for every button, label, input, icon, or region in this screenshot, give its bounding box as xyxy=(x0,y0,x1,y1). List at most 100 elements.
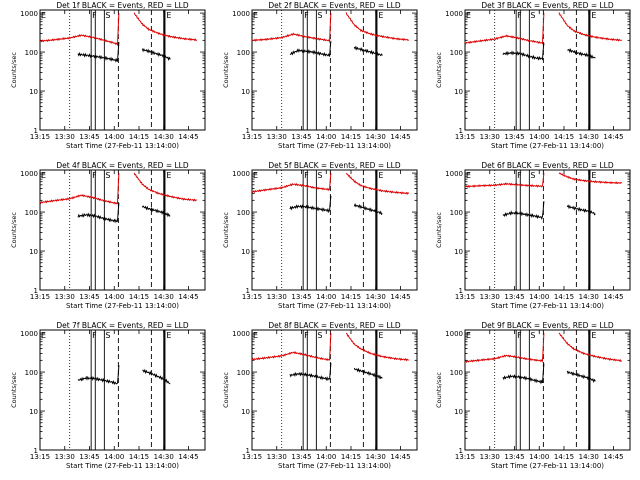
lld-series-line xyxy=(345,332,409,362)
x-tick-label: 13:30 xyxy=(55,453,75,461)
y-tick-label: 1 xyxy=(34,447,38,455)
lld-series-line xyxy=(39,13,120,47)
plot-frame xyxy=(251,169,418,291)
marker-label-s: S xyxy=(105,331,110,340)
detector-panel: 1 10 100 1000 13:15 13:30 13:45 14:00 14:15 14:30… xyxy=(10,1,206,150)
x-tick-label: 14:15 xyxy=(341,133,361,141)
y-tick-label: 1000 xyxy=(445,10,463,18)
y-axis-label: Counts/sec xyxy=(435,212,443,248)
marker-label-e: E xyxy=(41,171,46,180)
x-tick-label: 14:15 xyxy=(554,293,574,301)
y-tick-label: 10 xyxy=(29,248,38,256)
y-tick-label: 10 xyxy=(454,88,463,96)
x-tick-label: 14:00 xyxy=(316,133,336,141)
events-series-line xyxy=(289,195,332,214)
x-tick-label: 14:15 xyxy=(129,133,149,141)
marker-label-e: E xyxy=(466,11,471,20)
y-axis-label: Counts/sec xyxy=(10,372,18,408)
x-tick-label: 13:15 xyxy=(455,293,475,301)
y-tick-label: 10 xyxy=(241,248,250,256)
x-tick-label: 13:30 xyxy=(267,293,287,301)
events-series-line xyxy=(502,363,545,385)
x-tick-label: 13:15 xyxy=(242,453,262,461)
events-series-line xyxy=(141,47,171,61)
events-series-line xyxy=(566,204,596,216)
plot-frame xyxy=(39,169,206,291)
events-series-line xyxy=(141,205,171,218)
y-tick-label: 10 xyxy=(454,248,463,256)
y-tick-label: 1 xyxy=(459,287,463,295)
x-tick-label: 13:30 xyxy=(480,453,500,461)
y-tick-label: 1 xyxy=(459,127,463,135)
lld-series-line xyxy=(464,173,545,189)
events-series-line xyxy=(502,43,545,61)
detector-panel: 1 10 100 1000 13:15 13:30 13:45 14:00 14:15 14:30… xyxy=(222,321,418,470)
marker-label-e: E xyxy=(591,11,596,20)
detector-panel: 1 10 100 1000 13:15 13:30 13:45 14:00 14:15 14:30… xyxy=(10,321,206,470)
x-tick-label: 14:15 xyxy=(554,133,574,141)
x-tick-label: 13:15 xyxy=(30,453,50,461)
lld-series-line xyxy=(345,173,410,195)
x-tick-label: 14:15 xyxy=(129,453,149,461)
marker-label-f: F xyxy=(517,331,522,340)
x-tick-label: 14:30 xyxy=(154,293,174,301)
x-tick-label: 13:30 xyxy=(55,293,75,301)
marker-label-s: S xyxy=(530,171,535,180)
y-tick-label: 100 xyxy=(237,369,250,377)
y-axis-label: Counts/sec xyxy=(10,212,18,248)
y-tick-label: 100 xyxy=(237,209,250,217)
x-tick-label: 13:30 xyxy=(55,133,75,141)
y-axis-label: Counts/sec xyxy=(435,52,443,88)
y-tick-label: 1000 xyxy=(20,330,38,338)
x-tick-label: 14:30 xyxy=(154,133,174,141)
x-tick-label: 13:45 xyxy=(504,133,524,141)
x-tick-label: 14:30 xyxy=(366,293,386,301)
x-axis-label: Start Time (27-Feb-11 13:14:00) xyxy=(278,142,391,150)
x-tick-label: 14:00 xyxy=(104,133,124,141)
x-tick-label: 13:45 xyxy=(79,133,99,141)
marker-label-f: F xyxy=(304,171,309,180)
marker-label-e: E xyxy=(378,11,383,20)
marker-label-s: S xyxy=(317,331,322,340)
panel-title: Det 7f BLACK = Events, RED = LLD xyxy=(56,321,189,330)
x-tick-label: 13:15 xyxy=(242,293,262,301)
y-tick-label: 10 xyxy=(241,88,250,96)
marker-label-e: E xyxy=(378,331,383,340)
detector-panel: 1 10 100 1000 13:15 13:30 13:45 14:00 14:15 14:30… xyxy=(222,1,418,150)
lld-series-line xyxy=(251,333,332,361)
x-tick-label: 14:15 xyxy=(554,453,574,461)
x-tick-label: 14:45 xyxy=(178,133,198,141)
plot-frame xyxy=(39,329,206,451)
y-tick-label: 1 xyxy=(34,287,38,295)
x-tick-label: 14:00 xyxy=(104,293,124,301)
x-tick-label: 13:15 xyxy=(455,133,475,141)
y-axis-label: Counts/sec xyxy=(10,52,18,88)
x-tick-label: 14:00 xyxy=(529,133,549,141)
lld-series-line xyxy=(133,12,198,42)
x-axis-label: Start Time (27-Feb-11 13:14:00) xyxy=(278,462,391,470)
panel-title: Det 9f BLACK = Events, RED = LLD xyxy=(481,321,614,330)
y-tick-label: 10 xyxy=(29,88,38,96)
y-tick-label: 100 xyxy=(25,369,38,377)
marker-label-e: E xyxy=(591,171,596,180)
x-tick-label: 13:30 xyxy=(480,293,500,301)
x-axis-label: Start Time (27-Feb-11 13:14:00) xyxy=(491,462,604,470)
y-tick-label: 10 xyxy=(454,408,463,416)
y-tick-label: 1000 xyxy=(232,10,250,18)
x-tick-label: 14:45 xyxy=(603,293,623,301)
x-tick-label: 13:15 xyxy=(30,293,50,301)
x-tick-label: 13:15 xyxy=(242,133,262,141)
panel-title: Det 6f BLACK = Events, RED = LLD xyxy=(481,161,614,170)
x-tick-label: 14:45 xyxy=(390,293,410,301)
detector-panel: 1 10 100 1000 13:15 13:30 13:45 14:00 14:15 14:30… xyxy=(435,321,631,470)
events-series-line xyxy=(566,370,596,384)
events-series-line xyxy=(289,363,332,382)
detector-panel: 1 10 100 1000 13:15 13:30 13:45 14:00 14:15 14:30… xyxy=(435,161,631,310)
y-tick-label: 100 xyxy=(237,49,250,57)
x-axis-label: Start Time (27-Feb-11 13:14:00) xyxy=(491,302,604,310)
panel-title: Det 1f BLACK = Events, RED = LLD xyxy=(56,1,189,10)
events-series-line xyxy=(77,42,120,63)
marker-label-f: F xyxy=(92,331,97,340)
x-tick-label: 14:15 xyxy=(341,293,361,301)
marker-label-s: S xyxy=(105,11,110,20)
